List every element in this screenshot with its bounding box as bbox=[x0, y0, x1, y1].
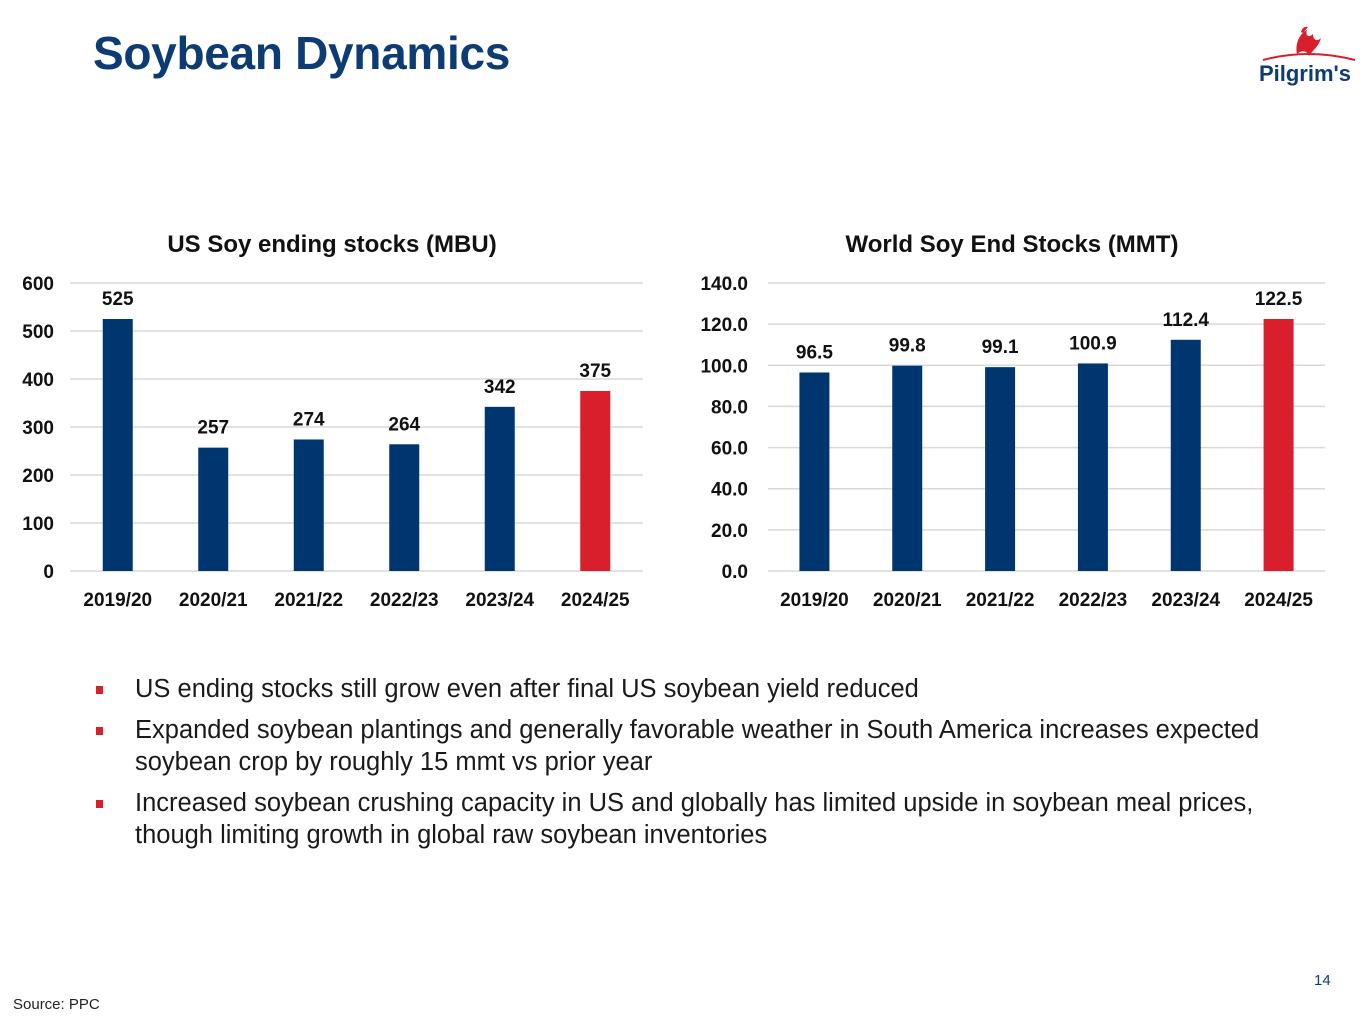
y-tick-label: 0.0 bbox=[722, 562, 748, 583]
chart-title: World Soy End Stocks (MMT) bbox=[846, 231, 1179, 258]
bar bbox=[102, 319, 133, 571]
x-tick-label: 2019/20 bbox=[780, 590, 849, 611]
y-tick-label: 60.0 bbox=[711, 439, 748, 460]
bullet-text: Increased soybean crushing capacity in U… bbox=[135, 789, 1254, 849]
x-tick-label: 2019/20 bbox=[83, 590, 152, 611]
y-tick-label: 40.0 bbox=[711, 480, 748, 501]
x-tick-label: 2022/23 bbox=[1059, 590, 1128, 611]
pilgrims-logo: Pilgrim's bbox=[1259, 26, 1356, 86]
bar bbox=[580, 391, 611, 571]
bar bbox=[892, 365, 923, 571]
data-label: 96.5 bbox=[796, 342, 833, 363]
rooster-icon bbox=[1296, 26, 1321, 56]
bar bbox=[1077, 363, 1108, 571]
data-label: 375 bbox=[579, 361, 611, 382]
bar bbox=[1170, 339, 1201, 571]
y-tick-label: 0 bbox=[43, 562, 54, 583]
bar bbox=[389, 444, 420, 571]
bullet-marker-icon bbox=[96, 727, 103, 735]
data-label: 342 bbox=[484, 377, 516, 398]
data-label: 100.9 bbox=[1069, 333, 1117, 354]
y-tick-label: 300 bbox=[22, 418, 54, 439]
x-tick-label: 2021/22 bbox=[966, 590, 1035, 611]
bar bbox=[799, 372, 830, 571]
y-tick-label: 20.0 bbox=[711, 521, 748, 542]
bullet-marker-icon bbox=[96, 686, 103, 694]
x-tick-label: 2024/25 bbox=[561, 590, 630, 611]
y-tick-label: 80.0 bbox=[711, 397, 748, 418]
y-tick-label: 140.0 bbox=[700, 274, 748, 295]
world-soy-chart: World Soy End Stocks (MMT) 0.0 20.0 40.0 60.… bbox=[680, 220, 1365, 625]
data-label: 274 bbox=[293, 409, 325, 430]
bullet-marker-icon bbox=[96, 800, 103, 808]
x-tick-label: 2020/21 bbox=[873, 590, 942, 611]
x-tick-label: 2021/22 bbox=[274, 590, 343, 611]
x-tick-label: 2024/25 bbox=[1244, 590, 1313, 611]
world-soy-chart-svg: World Soy End Stocks (MMT) 0.0 20.0 40.0 60.… bbox=[700, 231, 1325, 611]
bullet-item: Increased soybean crushing capacity in U… bbox=[92, 787, 1292, 851]
x-tick-label: 2020/21 bbox=[179, 590, 248, 611]
us-soy-chart-svg: US Soy ending stocks (MBU) 0 100 200 300 400 5… bbox=[22, 231, 643, 611]
data-label: 257 bbox=[197, 418, 229, 439]
x-tick-label: 2023/24 bbox=[1151, 590, 1220, 611]
page-number: 14 bbox=[1314, 972, 1331, 989]
y-tick-label: 200 bbox=[22, 466, 54, 487]
page-title: Soybean Dynamics bbox=[93, 27, 511, 79]
y-tick-label: 600 bbox=[22, 274, 54, 295]
y-tick-label: 500 bbox=[22, 322, 54, 343]
data-label: 99.8 bbox=[889, 336, 926, 357]
data-label: 112.4 bbox=[1163, 310, 1210, 331]
y-tick-label: 120.0 bbox=[700, 315, 748, 336]
x-tick-label: 2022/23 bbox=[370, 590, 439, 611]
us-soy-chart: US Soy ending stocks (MBU) 0 100 200 300 400 5… bbox=[0, 220, 660, 625]
bullet-list: US ending stocks still grow even after f… bbox=[92, 673, 1292, 860]
bullet-item: Expanded soybean plantings and generally… bbox=[92, 714, 1292, 778]
bar bbox=[484, 406, 515, 571]
bullet-text: Expanded soybean plantings and generally… bbox=[135, 716, 1260, 776]
data-label: 525 bbox=[102, 289, 134, 310]
logo-text: Pilgrim's bbox=[1259, 61, 1351, 86]
x-tick-label: 2023/24 bbox=[465, 590, 534, 611]
bar bbox=[985, 367, 1016, 571]
bullet-item: US ending stocks still grow even after f… bbox=[92, 673, 1292, 705]
y-tick-label: 100.0 bbox=[700, 356, 748, 377]
y-tick-label: 100 bbox=[22, 514, 54, 535]
source-note: Source: PPC bbox=[13, 996, 100, 1013]
chart-title: US Soy ending stocks (MBU) bbox=[167, 231, 496, 258]
bar bbox=[293, 439, 324, 571]
y-tick-label: 400 bbox=[22, 370, 54, 391]
bullet-text: US ending stocks still grow even after f… bbox=[135, 675, 919, 703]
data-label: 122.5 bbox=[1255, 289, 1303, 310]
data-label: 99.1 bbox=[982, 337, 1019, 358]
bar bbox=[198, 447, 229, 571]
data-label: 264 bbox=[388, 414, 420, 435]
bar bbox=[1263, 319, 1294, 571]
